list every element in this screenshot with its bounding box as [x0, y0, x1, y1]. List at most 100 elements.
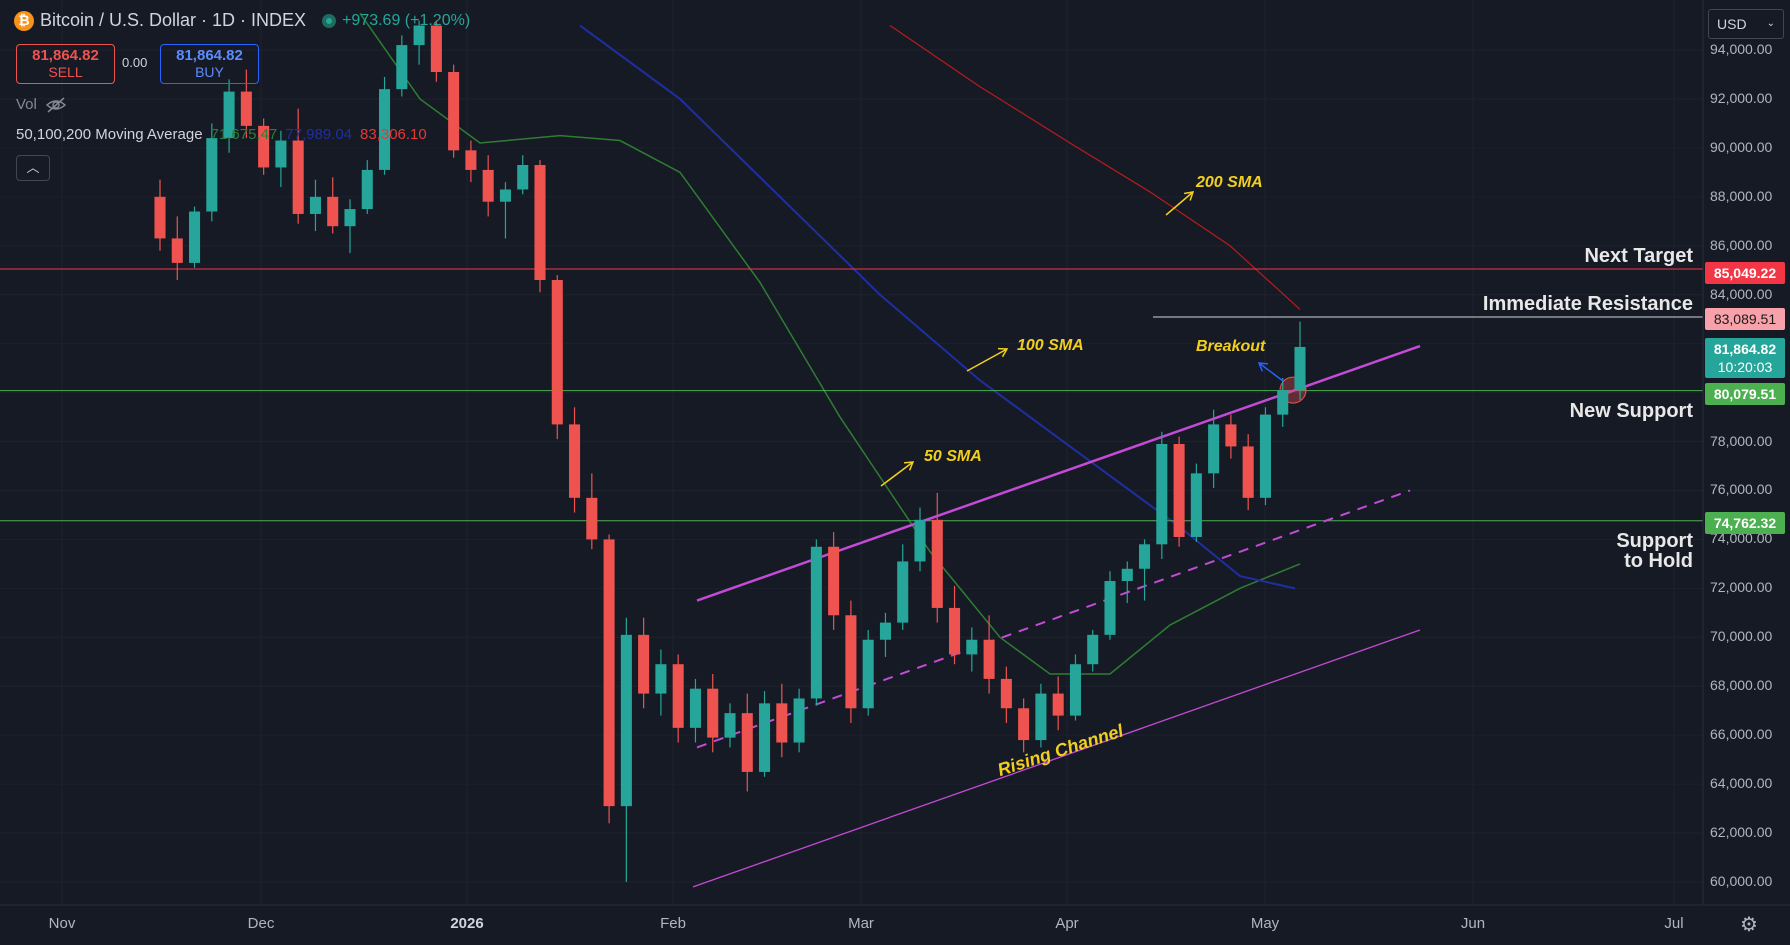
candle-body — [845, 615, 857, 709]
buy-button[interactable]: 81,864.82 BUY — [160, 44, 259, 84]
breakout-arrow-head — [1257, 362, 1269, 372]
candle-body — [258, 125, 270, 168]
moving-average-legend[interactable]: 50,100,200 Moving Average 71,675.47 77,9… — [16, 126, 427, 143]
candle-body — [292, 140, 304, 214]
breakout-label: Breakout — [1196, 338, 1266, 355]
candle-body — [430, 25, 442, 73]
candle-body — [1087, 634, 1099, 665]
time-axis-label: Nov — [48, 915, 76, 932]
channel-lower-line — [692, 629, 1421, 888]
sell-button[interactable]: 81,864.82 SELL — [16, 44, 115, 84]
candle-body — [499, 189, 511, 202]
ma200-value: 83,306.10 — [360, 126, 427, 143]
rising-channel — [692, 344, 1421, 888]
next-target-tag: 85,049.22 — [1705, 262, 1785, 284]
candle-body — [344, 209, 356, 227]
candle-body — [776, 703, 788, 743]
support-line1: Support — [1616, 530, 1693, 552]
sma100-arrow — [966, 348, 1008, 372]
candle-body — [672, 664, 684, 728]
time-axis-label: Apr — [1055, 915, 1079, 932]
price-axis-label: 64,000.00 — [1710, 775, 1773, 792]
price-axis-label: 74,000.00 — [1710, 530, 1773, 547]
sma200-line — [889, 25, 1301, 310]
sma50-arrow-head — [903, 461, 915, 471]
candle-body — [1242, 446, 1254, 498]
buy-price: 81,864.82 — [176, 47, 243, 64]
candle-body — [1104, 581, 1116, 635]
chevron-up-icon: ︿ — [26, 160, 40, 175]
sma100-label: 100 SMA — [1017, 337, 1084, 354]
time-axis-label: May — [1250, 915, 1280, 932]
candle-body — [586, 497, 598, 540]
candle-body — [1190, 473, 1202, 537]
price-axis-label: 90,000.00 — [1710, 138, 1773, 155]
currency-select[interactable]: USD ⌄ — [1708, 9, 1784, 39]
key-level-lines — [0, 268, 1703, 522]
candle-body — [655, 664, 667, 694]
candle-body — [1225, 424, 1237, 447]
symbol-header: ₿ Bitcoin / U.S. Dollar · 1D · INDEX +97… — [14, 10, 470, 31]
sma100-arrow-head — [997, 347, 1009, 358]
candle-body — [1052, 693, 1064, 716]
support-hold-tag: 74,762.32 — [1705, 512, 1785, 534]
candle-body — [171, 238, 183, 263]
candle-body — [983, 639, 995, 679]
volume-label: Vol — [16, 96, 37, 113]
candle-body — [534, 165, 546, 281]
collapse-legend-button[interactable]: ︿ — [16, 155, 50, 181]
support-to-hold-label: Support to Hold — [1616, 531, 1693, 571]
sma200-arrow-head — [1183, 191, 1195, 201]
time-axis-label: Jul — [1664, 915, 1684, 932]
current-price-tag: 81,864.82 10:20:03 — [1705, 338, 1785, 378]
candle-body — [1000, 678, 1012, 709]
candle-body — [551, 280, 563, 425]
candle-body — [517, 165, 529, 190]
candle-body — [1173, 443, 1185, 537]
candle-body — [379, 89, 391, 170]
candle-body — [638, 634, 650, 694]
candle-body — [1121, 568, 1133, 582]
sma50-line — [359, 12, 1301, 675]
candle-body — [879, 622, 891, 640]
candle-body — [620, 634, 632, 807]
candle-body — [482, 169, 494, 202]
price-axis-label: 70,000.00 — [1710, 628, 1773, 645]
candle-body — [707, 688, 719, 738]
candle-body — [1259, 414, 1271, 498]
candle-body — [1069, 664, 1081, 716]
price-axis-label: 68,000.00 — [1710, 677, 1773, 694]
ma50-value: 71,675.47 — [210, 126, 278, 143]
ma100-value: 77,989.04 — [285, 126, 353, 143]
immediate-resistance-tag: 83,089.51 — [1705, 308, 1785, 330]
sma200-label: 200 SMA — [1196, 174, 1263, 191]
candle-body — [275, 140, 287, 168]
support-line2: to Hold — [1624, 550, 1693, 572]
channel-upper-line — [696, 344, 1421, 602]
time-axis-label: Dec — [247, 915, 275, 932]
symbol-title[interactable]: Bitcoin / U.S. Dollar · 1D · INDEX — [40, 10, 307, 30]
candle-body — [1277, 390, 1289, 415]
countdown: 10:20:03 — [1717, 359, 1773, 375]
candle-body — [966, 639, 978, 655]
bitcoin-icon: ₿ — [14, 10, 34, 31]
candle-body — [914, 519, 926, 562]
price-axis-label: 86,000.00 — [1710, 236, 1773, 253]
time-axis-label: Feb — [660, 915, 686, 932]
candle-body — [1018, 708, 1030, 741]
currency-value: USD — [1717, 16, 1747, 32]
price-axis-label: 92,000.00 — [1710, 89, 1773, 106]
candle-body — [897, 561, 909, 623]
candle-body — [1156, 443, 1168, 545]
gear-icon[interactable]: ⚙ — [1740, 914, 1758, 936]
volume-indicator[interactable]: Vol — [16, 96, 67, 113]
eye-hidden-icon[interactable] — [45, 96, 67, 113]
candle-body — [396, 45, 408, 90]
sell-price: 81,864.82 — [32, 47, 99, 64]
price-axis-label: 78,000.00 — [1710, 432, 1773, 449]
candle-body — [1294, 346, 1306, 391]
sma100-line — [579, 24, 1296, 590]
candle-body — [1139, 544, 1151, 569]
